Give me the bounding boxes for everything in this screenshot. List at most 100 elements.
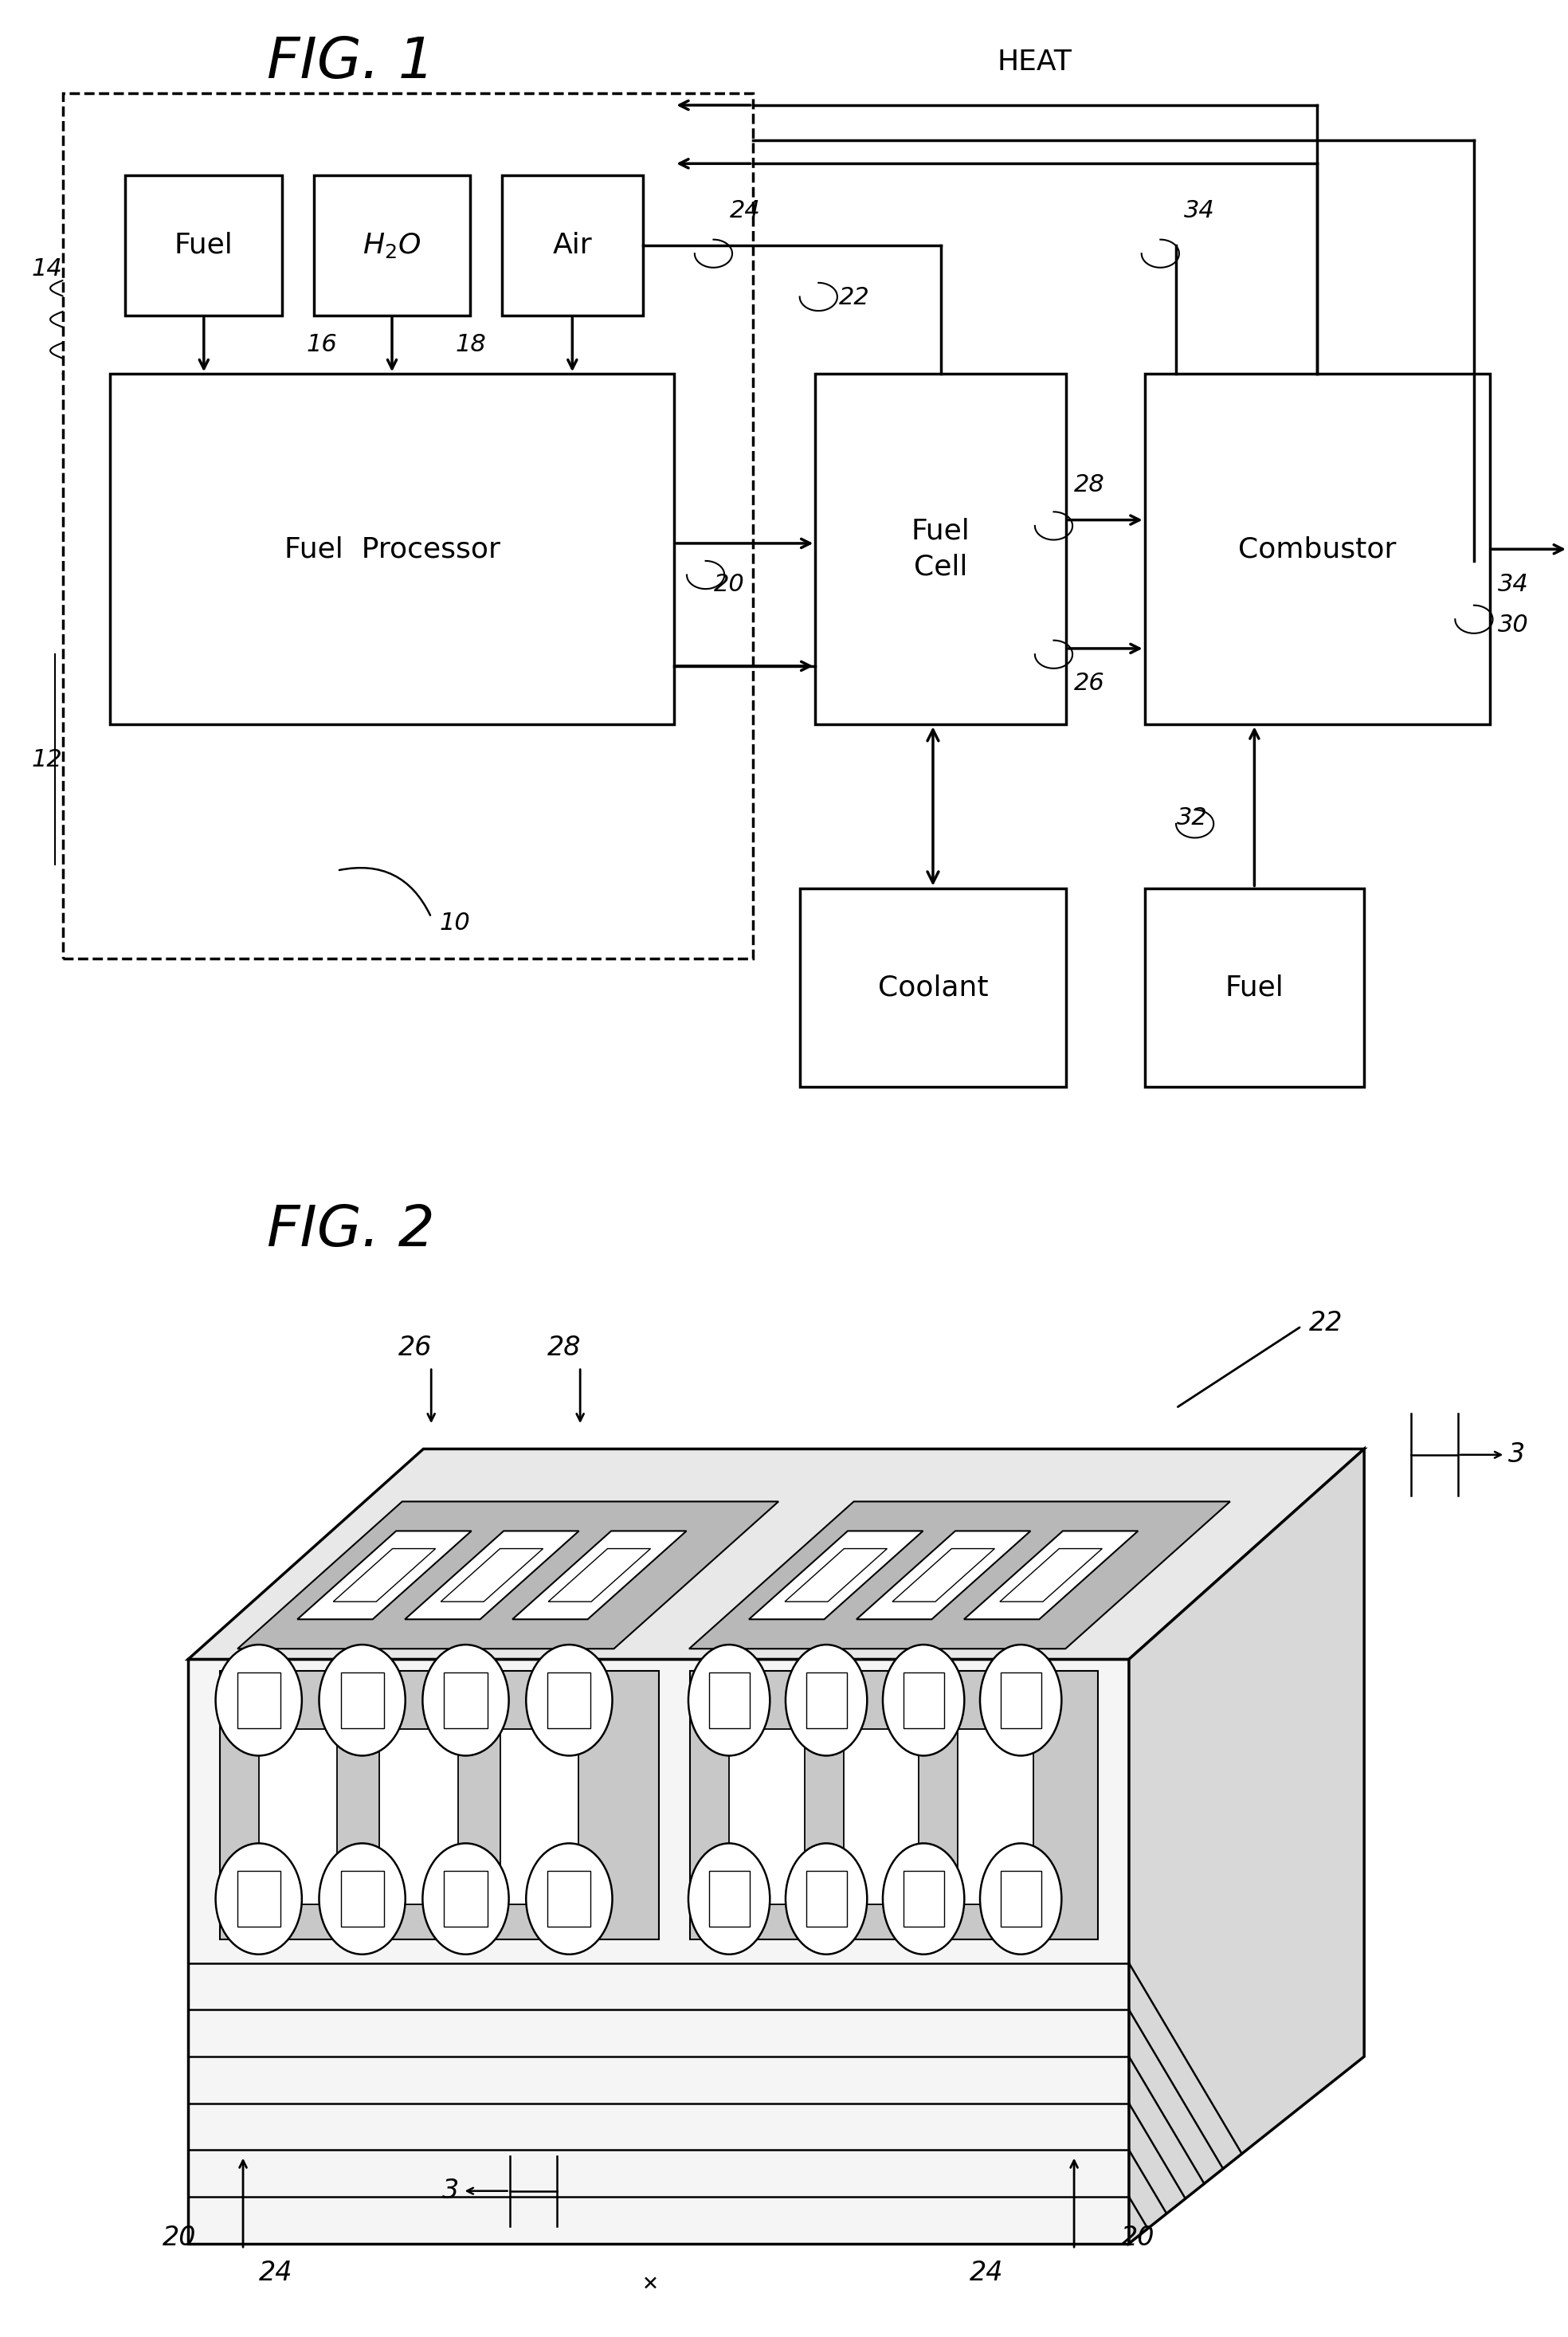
Ellipse shape [980, 1645, 1062, 1755]
Polygon shape [690, 1503, 1231, 1650]
Ellipse shape [320, 1645, 405, 1755]
Text: Fuel: Fuel [1225, 975, 1284, 1000]
FancyBboxPatch shape [314, 175, 470, 315]
Polygon shape [1129, 1449, 1364, 2244]
Text: FIG. 1: FIG. 1 [267, 35, 434, 91]
Text: 24: 24 [969, 2260, 1004, 2286]
Text: Fuel  Processor: Fuel Processor [284, 535, 500, 563]
Ellipse shape [216, 1645, 303, 1755]
Text: 18: 18 [455, 334, 486, 355]
FancyBboxPatch shape [815, 374, 1066, 724]
Bar [709, 1673, 750, 1727]
Polygon shape [549, 1549, 651, 1601]
Text: 14: 14 [31, 257, 63, 280]
Ellipse shape [527, 1645, 613, 1755]
Ellipse shape [423, 1844, 510, 1954]
FancyBboxPatch shape [1145, 374, 1490, 724]
FancyBboxPatch shape [110, 374, 674, 724]
Ellipse shape [688, 1844, 770, 1954]
FancyBboxPatch shape [63, 93, 753, 958]
Bar [1000, 1872, 1041, 1926]
Text: 22: 22 [1309, 1309, 1344, 1337]
FancyBboxPatch shape [125, 175, 282, 315]
Bar [340, 1872, 384, 1926]
Text: 26: 26 [398, 1334, 433, 1360]
Polygon shape [441, 1549, 543, 1601]
Bar [340, 1673, 384, 1727]
Text: Air: Air [552, 231, 593, 259]
Bar [547, 1673, 591, 1727]
Text: 3: 3 [1508, 1442, 1526, 1468]
Polygon shape [856, 1531, 1030, 1620]
Ellipse shape [786, 1844, 867, 1954]
Text: 34: 34 [1497, 573, 1529, 596]
Polygon shape [298, 1531, 472, 1620]
Ellipse shape [527, 1844, 613, 1954]
Text: 12: 12 [31, 748, 63, 771]
Text: 28: 28 [1074, 474, 1105, 498]
Polygon shape [405, 1531, 579, 1620]
Ellipse shape [980, 1844, 1062, 1954]
Text: 32: 32 [1176, 806, 1207, 830]
Polygon shape [1000, 1549, 1102, 1601]
Text: 22: 22 [839, 287, 870, 308]
Text: 20: 20 [1121, 2225, 1156, 2251]
Bar [444, 1673, 488, 1727]
Text: 28: 28 [547, 1334, 582, 1360]
Bar [379, 1729, 458, 1905]
FancyBboxPatch shape [502, 175, 643, 315]
Bar [237, 1872, 281, 1926]
Text: $H_2O$: $H_2O$ [362, 231, 422, 259]
Polygon shape [690, 1671, 1098, 1940]
FancyBboxPatch shape [1145, 888, 1364, 1087]
Polygon shape [220, 1671, 659, 1940]
Ellipse shape [688, 1645, 770, 1755]
Bar [259, 1729, 337, 1905]
Bar [806, 1872, 847, 1926]
Polygon shape [964, 1531, 1138, 1620]
Bar [958, 1729, 1033, 1905]
Text: 34: 34 [1184, 199, 1215, 222]
Text: HEAT: HEAT [997, 49, 1073, 77]
Text: 20: 20 [713, 573, 745, 596]
Text: Fuel: Fuel [174, 231, 234, 259]
Ellipse shape [883, 1645, 964, 1755]
Text: Coolant: Coolant [878, 975, 988, 1000]
Ellipse shape [786, 1645, 867, 1755]
Text: 26: 26 [1074, 673, 1105, 694]
Text: 10: 10 [439, 911, 470, 935]
Bar [1000, 1673, 1041, 1727]
Polygon shape [238, 1503, 779, 1650]
Text: 16: 16 [306, 334, 337, 355]
Polygon shape [188, 1659, 1129, 2244]
Bar [903, 1872, 944, 1926]
Ellipse shape [320, 1844, 405, 1954]
Ellipse shape [216, 1844, 303, 1954]
Polygon shape [188, 1449, 1364, 1659]
Polygon shape [786, 1549, 887, 1601]
Polygon shape [513, 1531, 687, 1620]
Text: 3: 3 [442, 2178, 459, 2204]
Text: 24: 24 [259, 2260, 293, 2286]
Bar [444, 1872, 488, 1926]
Polygon shape [750, 1531, 924, 1620]
Text: 30: 30 [1497, 612, 1529, 636]
Polygon shape [892, 1549, 994, 1601]
Text: Fuel
Cell: Fuel Cell [911, 519, 971, 580]
Bar [709, 1872, 750, 1926]
Ellipse shape [423, 1645, 510, 1755]
Bar [844, 1729, 919, 1905]
FancyBboxPatch shape [800, 888, 1066, 1087]
Bar [729, 1729, 804, 1905]
Bar [500, 1729, 579, 1905]
Bar [547, 1872, 591, 1926]
Text: FIG. 2: FIG. 2 [267, 1204, 434, 1260]
Text: 20: 20 [162, 2225, 196, 2251]
Text: 24: 24 [729, 199, 760, 222]
Text: Combustor: Combustor [1239, 535, 1396, 563]
Bar [237, 1673, 281, 1727]
Ellipse shape [883, 1844, 964, 1954]
Polygon shape [334, 1549, 436, 1601]
Bar [806, 1673, 847, 1727]
Text: ✕: ✕ [643, 2274, 659, 2295]
